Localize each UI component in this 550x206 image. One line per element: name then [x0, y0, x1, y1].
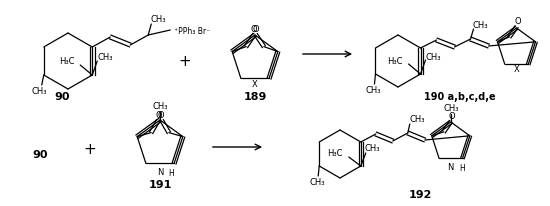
Text: H: H	[459, 163, 465, 172]
Text: O: O	[448, 112, 455, 121]
Text: CH₃: CH₃	[150, 15, 166, 24]
Text: 192: 192	[408, 189, 432, 199]
Text: CH₃: CH₃	[472, 20, 488, 29]
Text: 190 a,b,c,d,e: 190 a,b,c,d,e	[424, 91, 496, 102]
Text: O: O	[157, 111, 164, 119]
Text: N: N	[448, 162, 454, 171]
Text: 189: 189	[243, 91, 267, 102]
Text: H₃C: H₃C	[387, 56, 403, 65]
Text: H: H	[168, 168, 174, 177]
Text: 90: 90	[32, 149, 48, 159]
Text: O: O	[514, 17, 521, 26]
Text: O: O	[250, 25, 257, 34]
Text: O: O	[156, 111, 162, 119]
Text: CH₃: CH₃	[443, 104, 459, 113]
Text: CH₃: CH₃	[31, 87, 47, 96]
Text: 90: 90	[54, 91, 70, 102]
Text: H₃C: H₃C	[327, 149, 343, 158]
Text: +: +	[84, 142, 96, 157]
Text: H₃C: H₃C	[59, 57, 74, 66]
Text: CH₃: CH₃	[97, 53, 113, 62]
Text: X: X	[514, 64, 519, 73]
Text: CH₃: CH₃	[310, 178, 325, 187]
Text: CH₃: CH₃	[366, 86, 381, 95]
Text: CH₃: CH₃	[365, 144, 380, 153]
Text: ⁺PPh₃ Br⁻: ⁺PPh₃ Br⁻	[174, 26, 210, 35]
Text: +: +	[179, 54, 191, 69]
Text: CH₃: CH₃	[410, 115, 425, 124]
Text: 191: 191	[148, 179, 172, 189]
Text: N: N	[157, 168, 163, 177]
Text: CH₃: CH₃	[152, 102, 168, 111]
Text: O: O	[253, 25, 260, 34]
Text: X: X	[252, 80, 258, 89]
Text: CH₃: CH₃	[426, 52, 441, 61]
